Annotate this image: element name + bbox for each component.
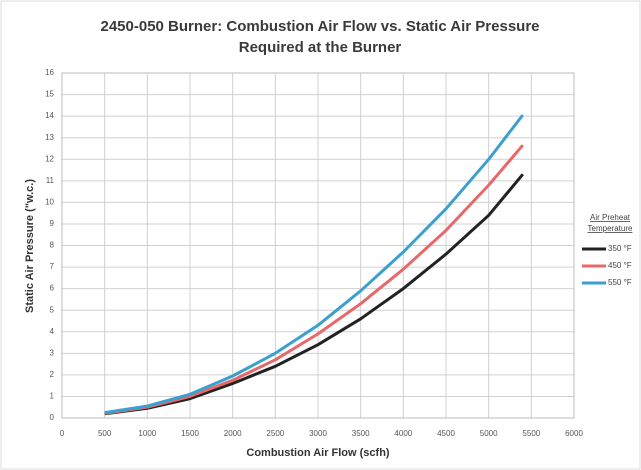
y-tick-label: 2	[50, 370, 55, 379]
y-tick-label: 6	[50, 284, 55, 293]
x-tick-label: 2000	[224, 429, 242, 438]
x-tick-label: 1000	[138, 429, 156, 438]
series-line	[104, 144, 524, 415]
y-tick-label: 8	[50, 241, 55, 250]
x-tick-label: 5500	[522, 429, 540, 438]
y-tick-label: 1	[50, 392, 55, 401]
x-axis-label: Combustion Air Flow (scfh)	[246, 447, 390, 459]
x-tick-label: 1500	[181, 429, 199, 438]
y-tick-label: 13	[45, 133, 54, 142]
plot-border	[61, 72, 575, 419]
x-tick-label: 0	[60, 429, 65, 438]
x-tick-label: 4000	[394, 429, 412, 438]
x-tick-label: 6000	[565, 429, 583, 438]
y-tick-label: 7	[50, 262, 55, 271]
series-line	[104, 114, 524, 415]
y-tick-label: 14	[45, 111, 54, 120]
y-tick-label: 15	[45, 90, 54, 99]
series-line	[104, 173, 524, 416]
legend-label: 450 °F	[608, 261, 632, 270]
y-axis-label: Static Air Pressure ("w.c.)	[24, 179, 36, 313]
y-tick-label: 0	[50, 413, 55, 422]
y-tick-label: 10	[45, 197, 54, 206]
legend-label: 550 °F	[608, 278, 632, 287]
legend-label: 350 °F	[608, 244, 632, 253]
x-tick-label: 3000	[309, 429, 327, 438]
y-tick-label: 16	[45, 68, 54, 77]
y-tick-label: 11	[46, 176, 55, 185]
y-tick-label: 12	[45, 154, 54, 163]
y-tick-label: 9	[50, 219, 55, 228]
x-tick-label: 3500	[352, 429, 370, 438]
y-tick-label: 5	[50, 305, 55, 314]
x-tick-label: 4500	[437, 429, 455, 438]
chart-title: 2450-050 Burner: Combustion Air Flow vs.…	[100, 18, 539, 35]
y-tick-label: 3	[50, 348, 55, 357]
chart-title: Required at the Burner	[239, 39, 402, 56]
x-tick-label: 500	[98, 429, 112, 438]
x-tick-label: 2500	[266, 429, 284, 438]
legend-title: Air Preheat	[590, 213, 631, 222]
legend-title: Temperature	[588, 224, 633, 233]
x-tick-label: 5000	[480, 429, 498, 438]
y-tick-label: 4	[50, 327, 55, 336]
